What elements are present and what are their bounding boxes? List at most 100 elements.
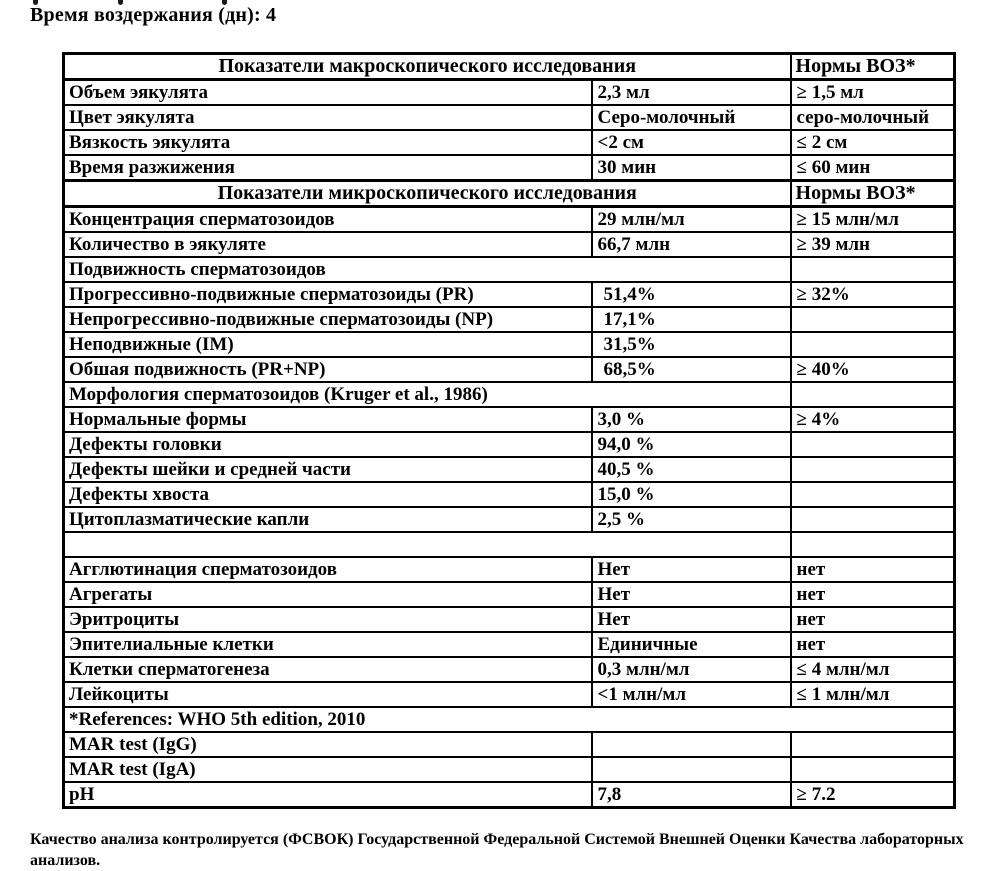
row-norm: ≤ 60 мин: [789, 154, 956, 182]
row-value: 40,5 %: [590, 456, 792, 483]
row-label: Цитоплазматические капли: [62, 506, 593, 533]
clipped-text-remnant: [118, 0, 123, 5]
row-value: Нет: [590, 581, 792, 608]
row-value: 2,3 мл: [590, 78, 792, 106]
table-row-epithelial-cells: Эпителиальные клетки Единичные нет: [62, 631, 956, 658]
row-label: Лейкоциты: [62, 681, 593, 708]
row-value: Нет: [590, 606, 792, 633]
row-label: Эритроциты: [62, 606, 593, 633]
spermogram-results-table: Показатели макроскопического исследовани…: [62, 52, 957, 809]
row-value: Нет: [590, 556, 792, 583]
table-row-nonprogressive-motile: Непрогрессивно-подвижные сперматозоиды (…: [62, 306, 956, 333]
row-norm: нет: [789, 556, 956, 583]
table-row-color: Цвет эякулята Серо-молочный серо-молочны…: [62, 104, 956, 131]
row-norm: [789, 381, 956, 408]
row-value: 68,5%: [590, 356, 792, 383]
row-label: Клетки сперматогенеза: [62, 656, 593, 683]
row-label: Объем эякулята: [62, 78, 593, 106]
row-norm: ≥ 40%: [789, 356, 956, 383]
row-label: Цвет эякулята: [62, 104, 593, 131]
row-norm: [789, 731, 956, 758]
spacer-row: [62, 531, 956, 558]
section-title-microscopic: Показатели микроскопического исследовани…: [62, 179, 792, 208]
who-norms-header: Нормы ВОЗ*: [789, 52, 956, 81]
row-value: 51,4%: [590, 281, 792, 308]
row-norm: серо-молочный: [789, 104, 956, 131]
row-norm: ≤ 4 млн/мл: [789, 656, 956, 683]
row-value: 7,8: [590, 781, 792, 809]
table-row-total-count: Количество в эякуляте 66,7 млн ≥ 39 млн: [62, 231, 956, 258]
table-row-tail-defects: Дефекты хвоста 15,0 %: [62, 481, 956, 508]
row-value: 3,0 %: [590, 406, 792, 433]
table-row-erythrocytes: Эритроциты Нет нет: [62, 606, 956, 633]
row-norm: ≤ 2 см: [789, 129, 956, 156]
row-norm: ≤ 1 млн/мл: [789, 681, 956, 708]
table-row-neck-midpiece-defects: Дефекты шейки и средней части 40,5 %: [62, 456, 956, 483]
empty-cell: [62, 531, 792, 558]
table-row-mar-test-iga: MAR test (IgA): [62, 756, 956, 783]
table-row-aggregates: Агрегаты Нет нет: [62, 581, 956, 608]
section-title-macroscopic: Показатели макроскопического исследовани…: [62, 52, 792, 81]
row-norm: [789, 456, 956, 483]
row-value: 94,0 %: [590, 431, 792, 458]
table-row-agglutination: Агглютинация сперматозоидов Нет нет: [62, 556, 956, 583]
table-row-concentration: Концентрация сперматозоидов 29 млн/мл ≥ …: [62, 205, 956, 233]
row-norm: [789, 756, 956, 783]
row-value: 66,7 млн: [590, 231, 792, 258]
footer-line-2: анализов.: [30, 852, 101, 869]
row-label: Дефекты хвоста: [62, 481, 593, 508]
row-value: 31,5%: [590, 331, 792, 358]
row-norm: ≥ 32%: [789, 281, 956, 308]
subsection-row-morphology: Морфология сперматозоидов (Kruger et al.…: [62, 381, 956, 408]
row-label: Дефекты шейки и средней части: [62, 456, 593, 483]
references-note: *References: WHO 5th edition, 2010: [62, 706, 956, 733]
row-label: MAR test (IgA): [62, 756, 593, 783]
table-row-volume: Объем эякулята 2,3 мл ≥ 1,5 мл: [62, 78, 956, 106]
row-norm: [789, 331, 956, 358]
table-row-spermatogenesis-cells: Клетки сперматогенеза 0,3 млн/мл ≤ 4 млн…: [62, 656, 956, 683]
row-value: Единичные: [590, 631, 792, 658]
row-label: Время разжижения: [62, 154, 593, 182]
section-header-row-macroscopic: Показатели макроскопического исследовани…: [62, 52, 956, 81]
row-norm: ≥ 15 млн/мл: [789, 205, 956, 233]
row-norm: [789, 506, 956, 533]
row-label: Агрегаты: [62, 581, 593, 608]
row-label: Эпителиальные клетки: [62, 631, 593, 658]
table-row-immotile: Неподвижные (IM) 31,5%: [62, 331, 956, 358]
row-value: 17,1%: [590, 306, 792, 333]
row-label: Вязкость эякулята: [62, 129, 593, 156]
row-norm: [789, 306, 956, 333]
row-norm: ≥ 39 млн: [789, 231, 956, 258]
footer-line-1: Качество анализа контролируется (ФСВОК) …: [30, 831, 964, 848]
row-value: Серо-молочный: [590, 104, 792, 131]
subsection-row-motility: Подвижность сперматозоидов: [62, 256, 956, 283]
row-value: [590, 756, 792, 783]
row-norm: нет: [789, 581, 956, 608]
row-value: <1 млн/мл: [590, 681, 792, 708]
row-label: pH: [62, 781, 593, 809]
row-value: 30 мин: [590, 154, 792, 182]
clipped-text-remnant: [33, 0, 38, 5]
row-label: MAR test (IgG): [62, 731, 593, 758]
row-value: <2 см: [590, 129, 792, 156]
row-label: Агглютинация сперматозоидов: [62, 556, 593, 583]
row-label: Концентрация сперматозоидов: [62, 205, 593, 233]
section-header-row-microscopic: Показатели микроскопического исследовани…: [62, 179, 956, 208]
row-norm: ≥ 1,5 мл: [789, 78, 956, 106]
row-label: Неподвижные (IM): [62, 331, 593, 358]
quality-control-footer: Качество анализа контролируется (ФСВОК) …: [30, 829, 970, 871]
table-row-ph: pH 7,8 ≥ 7.2: [62, 781, 956, 809]
table-row-viscosity: Вязкость эякулята <2 см ≤ 2 см: [62, 129, 956, 156]
table-row-total-motility: Обшая подвижность (PR+NP) 68,5% ≥ 40%: [62, 356, 956, 383]
table-row-head-defects: Дефекты головки 94,0 %: [62, 431, 956, 458]
row-norm: [789, 481, 956, 508]
table-row-cytoplasmic-droplets: Цитоплазматические капли 2,5 %: [62, 506, 956, 533]
clipped-text-remnant: [222, 0, 227, 5]
row-norm: [789, 256, 956, 283]
row-value: [590, 731, 792, 758]
table-row-normal-forms: Нормальные формы 3,0 % ≥ 4%: [62, 406, 956, 433]
table-row-leukocytes: Лейкоциты <1 млн/мл ≤ 1 млн/мл: [62, 681, 956, 708]
subsection-label: Подвижность сперматозоидов: [62, 256, 792, 283]
row-value: 29 млн/мл: [590, 205, 792, 233]
row-norm: ≥ 4%: [789, 406, 956, 433]
